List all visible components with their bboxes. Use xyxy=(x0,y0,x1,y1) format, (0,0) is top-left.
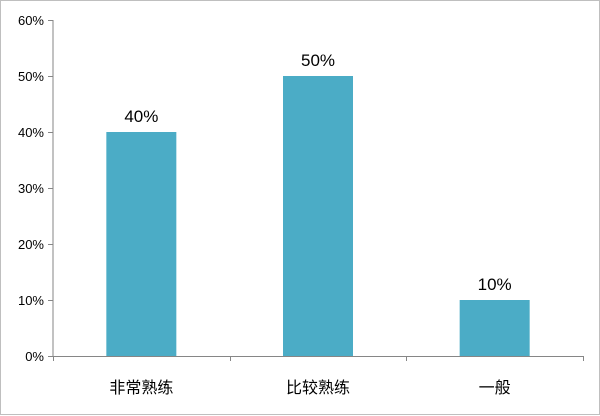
y-tick-label: 50% xyxy=(18,69,44,84)
y-tick-label: 60% xyxy=(18,13,44,28)
bars: 40% 50% 10% xyxy=(106,51,530,356)
y-tick-label: 10% xyxy=(18,293,44,308)
x-axis: 非常熟练 比较熟练 一般 xyxy=(53,356,584,397)
bar xyxy=(459,300,530,356)
y-tick-label: 20% xyxy=(18,237,44,252)
data-label: 40% xyxy=(124,107,158,126)
y-tick-label: 0% xyxy=(25,349,44,364)
bar xyxy=(283,76,353,356)
x-category-label: 非常熟练 xyxy=(109,378,173,397)
x-category-label: 比较熟练 xyxy=(286,378,350,397)
y-axis: 0% 10% 20% 30% 40% 50% 60% xyxy=(18,13,54,364)
x-category-label: 一般 xyxy=(479,378,511,397)
y-tick-label: 30% xyxy=(18,181,44,196)
y-tick-label: 40% xyxy=(18,125,44,140)
data-label: 10% xyxy=(478,275,512,294)
bar xyxy=(106,132,177,356)
data-label: 50% xyxy=(301,51,335,70)
